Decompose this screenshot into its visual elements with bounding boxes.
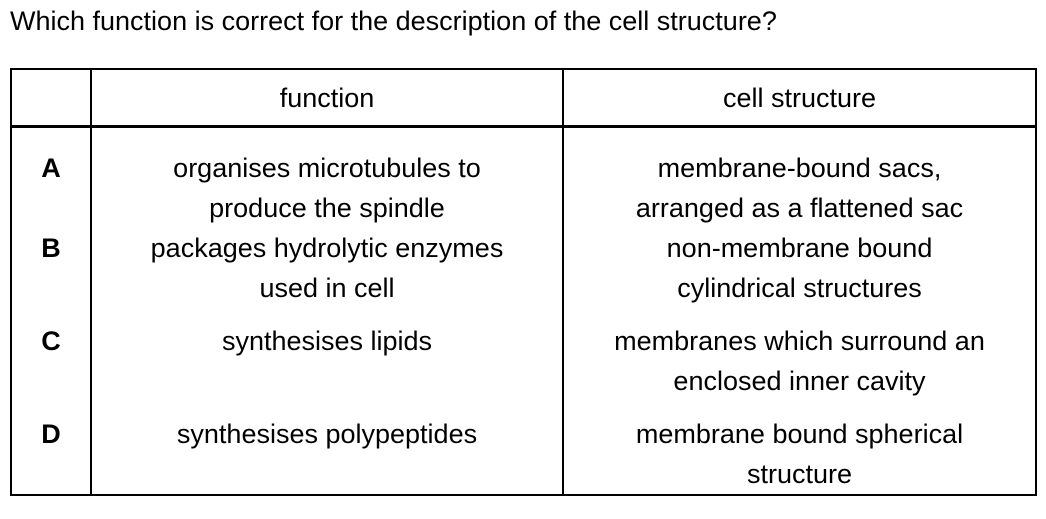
function-line: synthesises lipids — [100, 321, 554, 361]
function-line: organises microtubules to — [100, 148, 554, 188]
function-line — [100, 454, 554, 494]
structure-cell: membrane bound spherical structure — [563, 414, 1036, 495]
option-row-a: A organises microtubules to produce the … — [11, 127, 1036, 229]
function-line: produce the spindle — [100, 188, 554, 228]
header-row: function cell structure — [11, 69, 1036, 127]
option-letter: D — [11, 414, 91, 495]
structure-cell: non-membrane bound cylindrical structure… — [563, 228, 1036, 321]
structure-cell: membrane-bound sacs, arranged as a flatt… — [563, 127, 1036, 229]
structure-line: membrane bound spherical — [572, 414, 1027, 454]
option-letter: B — [11, 228, 91, 321]
function-line: packages hydrolytic enzymes — [100, 228, 554, 268]
function-cell: organises microtubules to produce the sp… — [91, 127, 563, 229]
function-line: synthesises polypeptides — [100, 414, 554, 454]
structure-line: non-membrane bound — [572, 228, 1027, 268]
option-letter: C — [11, 321, 91, 414]
option-letter: A — [11, 127, 91, 229]
function-cell: packages hydrolytic enzymes used in cell — [91, 228, 563, 321]
function-line: used in cell — [100, 268, 554, 308]
structure-line: enclosed inner cavity — [572, 361, 1027, 401]
structure-line: structure — [572, 454, 1027, 494]
header-cell-structure: cell structure — [563, 69, 1036, 127]
header-letter — [11, 69, 91, 127]
structure-line: membrane-bound sacs, — [572, 148, 1027, 188]
structure-line: cylindrical structures — [572, 268, 1027, 308]
function-line — [100, 361, 554, 401]
structure-line: membranes which surround an — [572, 321, 1027, 361]
answer-table: function cell structure A organises micr… — [10, 68, 1037, 496]
structure-line: arranged as a flattened sac — [572, 188, 1027, 228]
function-cell: synthesises polypeptides — [91, 414, 563, 495]
structure-cell: membranes which surround an enclosed inn… — [563, 321, 1036, 414]
function-cell: synthesises lipids — [91, 321, 563, 414]
header-function: function — [91, 69, 563, 127]
option-row-d: D synthesises polypeptides membrane boun… — [11, 414, 1036, 495]
question-text: Which function is correct for the descri… — [10, 4, 777, 38]
option-row-c: C synthesises lipids membranes which sur… — [11, 321, 1036, 414]
option-row-b: B packages hydrolytic enzymes used in ce… — [11, 228, 1036, 321]
